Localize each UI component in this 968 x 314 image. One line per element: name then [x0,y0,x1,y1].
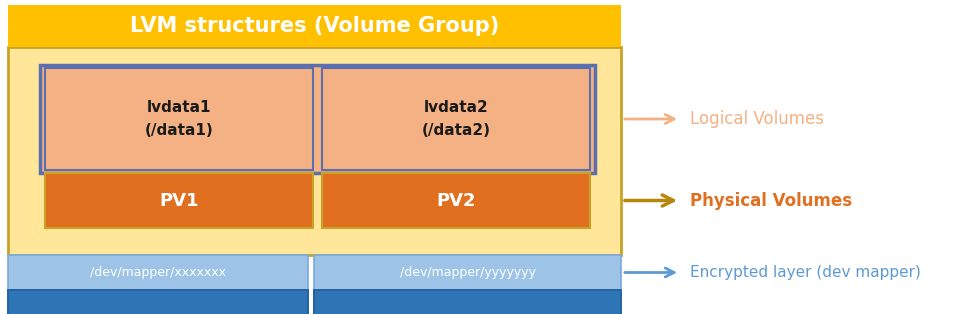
Text: PV2: PV2 [437,192,475,209]
Bar [45,173,313,228]
Text: Physical Volumes: Physical Volumes [690,192,852,209]
Text: Logical Volumes: Logical Volumes [690,110,824,128]
Bar [8,290,308,314]
Bar [322,173,590,228]
Text: PV1: PV1 [160,192,198,209]
Bar [8,5,621,47]
Text: /dev/mapper/xxxxxxx: /dev/mapper/xxxxxxx [90,266,226,279]
Bar [314,290,621,314]
Text: lvdata2
(/data2): lvdata2 (/data2) [421,100,491,138]
Text: lvdata1
(/data1): lvdata1 (/data1) [144,100,213,138]
Bar [314,255,621,290]
Bar [8,47,621,255]
Bar [314,290,621,314]
Bar [8,255,308,290]
Bar [8,290,308,314]
Text: LVM structures (Volume Group): LVM structures (Volume Group) [130,16,499,36]
Text: /dev/mapper/yyyyyyy: /dev/mapper/yyyyyyy [400,266,535,279]
Bar [322,68,590,170]
Text: Encrypted layer (dev mapper): Encrypted layer (dev mapper) [690,265,921,280]
Bar [45,68,313,170]
Bar [40,65,595,173]
